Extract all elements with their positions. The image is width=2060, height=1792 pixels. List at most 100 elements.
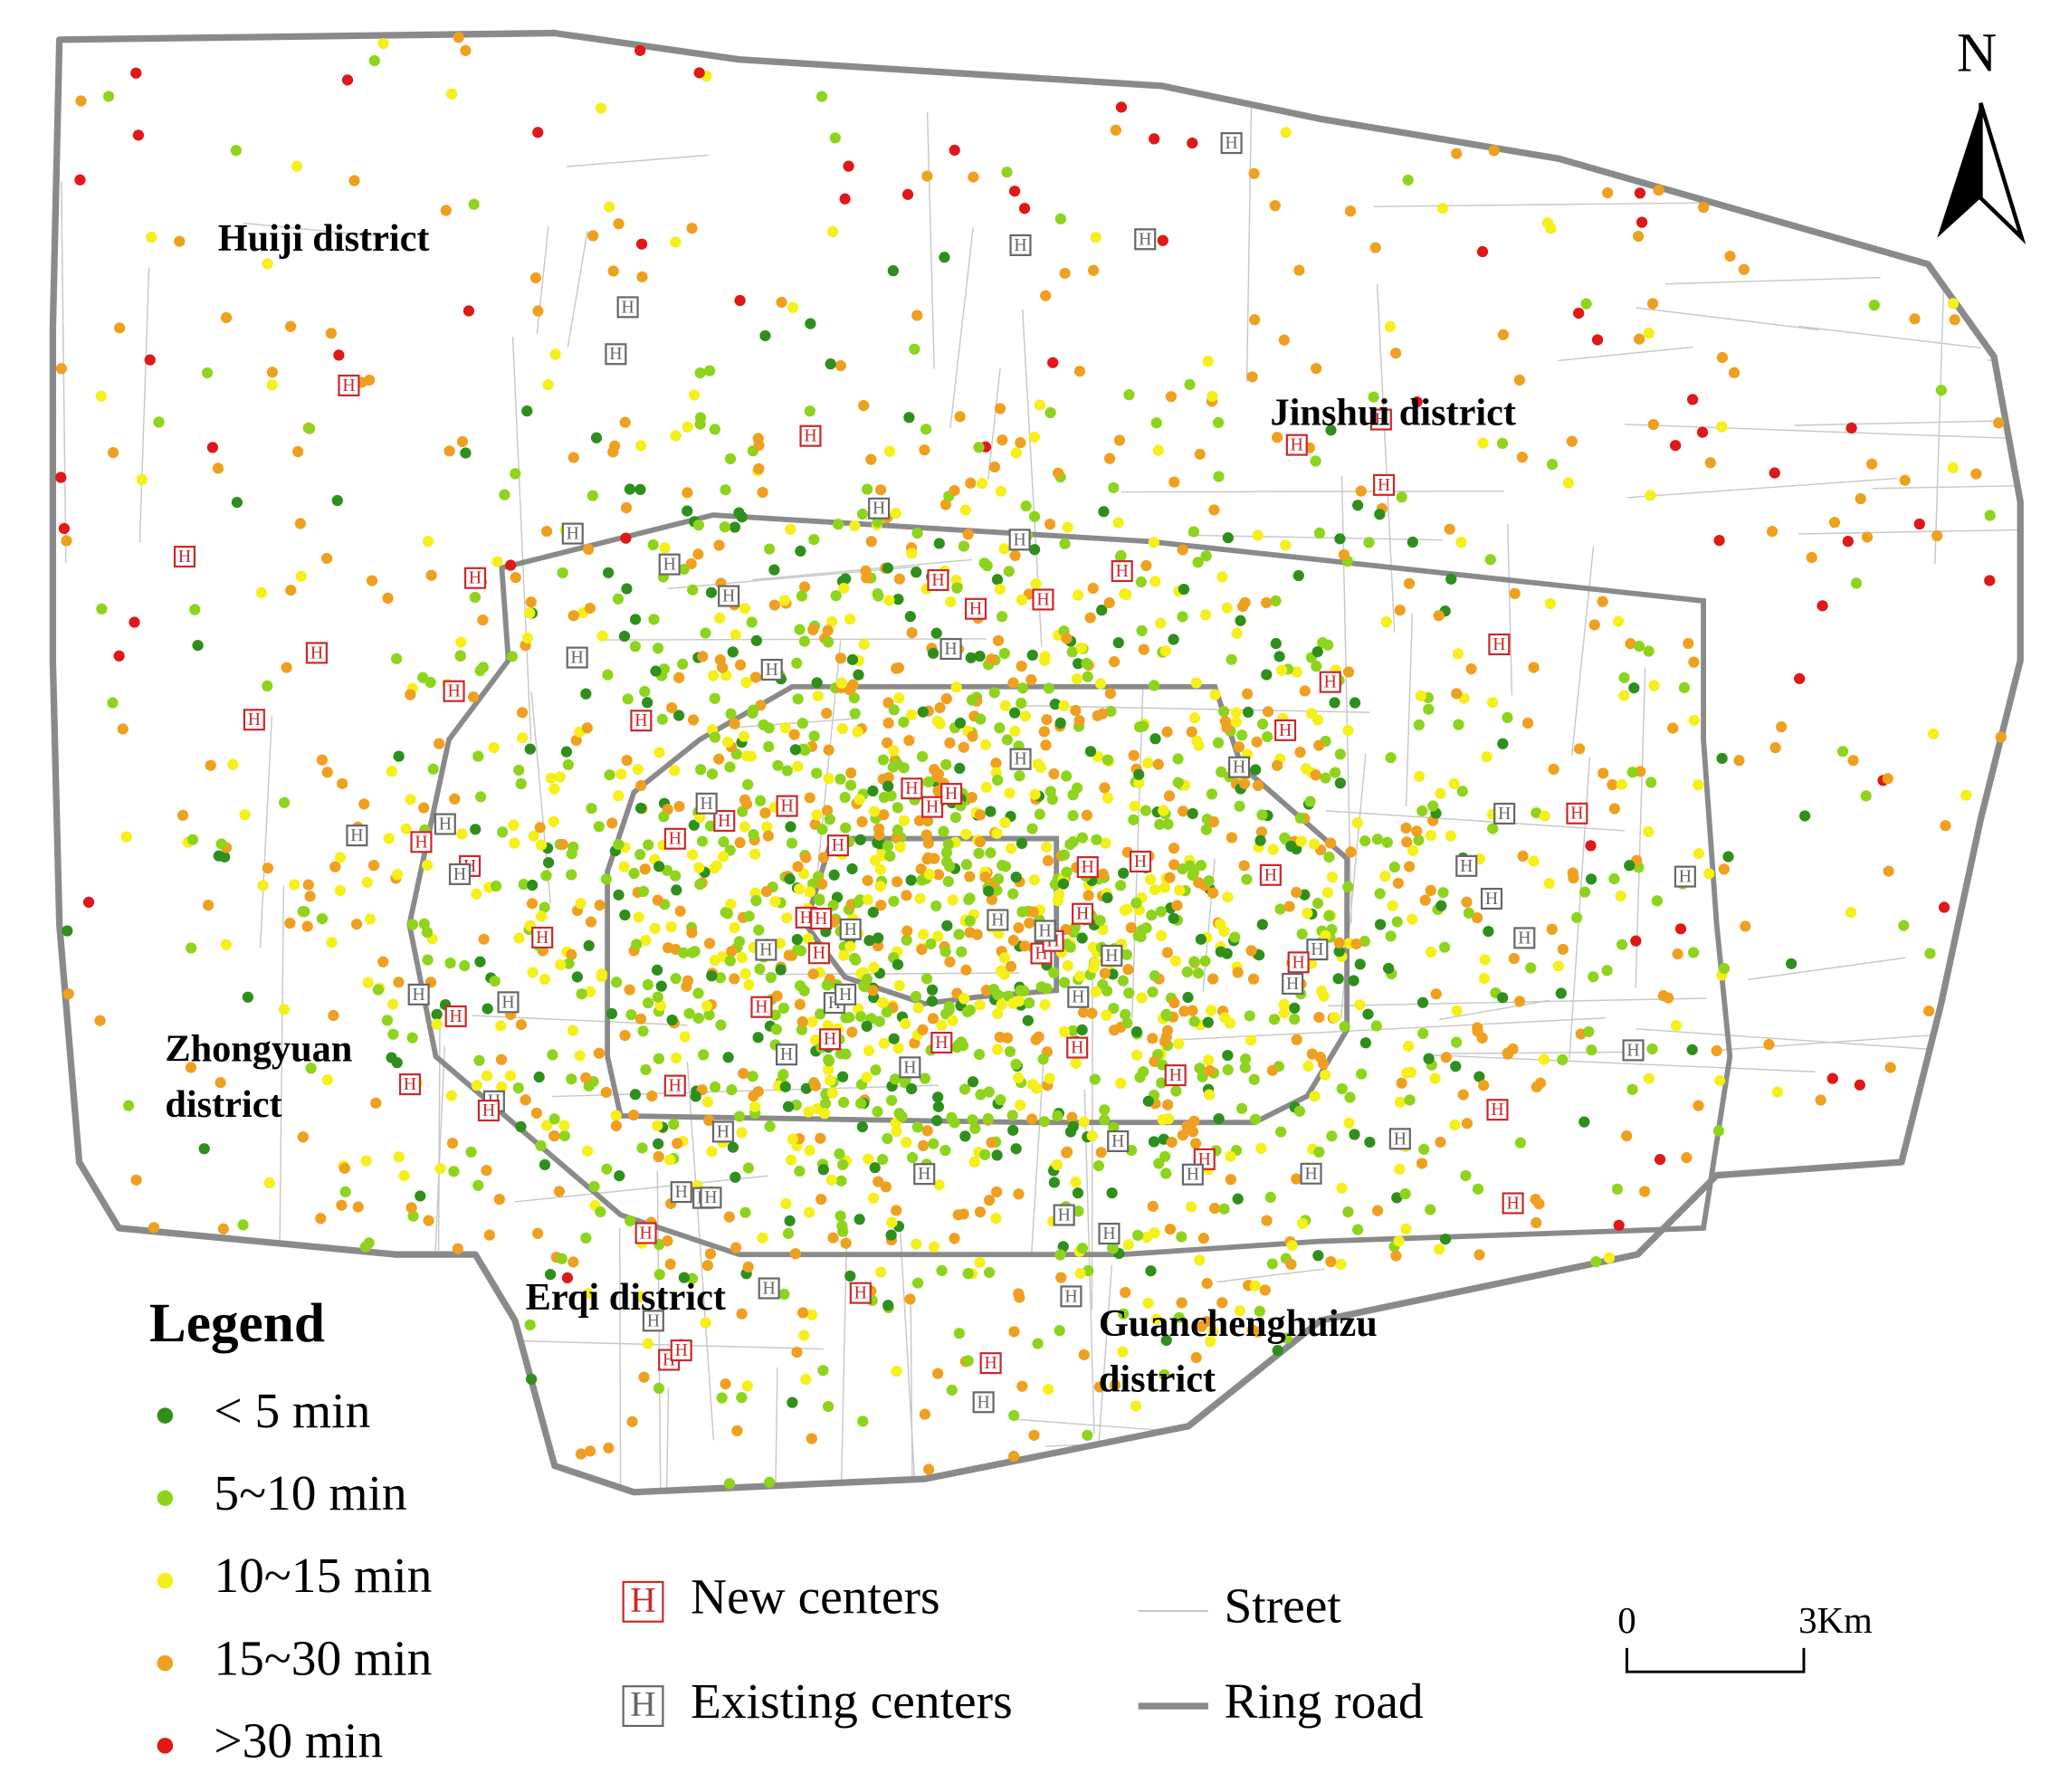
access-point xyxy=(823,744,834,756)
access-point xyxy=(834,1148,845,1160)
access-point xyxy=(1122,1239,1134,1251)
access-point xyxy=(1693,779,1704,791)
access-point xyxy=(907,1151,919,1164)
access-point xyxy=(339,1186,351,1197)
street xyxy=(1121,1441,1140,1492)
access-point xyxy=(709,692,720,704)
access-point xyxy=(724,955,736,967)
access-point xyxy=(696,835,709,847)
access-point xyxy=(1344,205,1357,217)
access-point xyxy=(944,737,956,749)
center-box xyxy=(1259,863,1282,886)
center-box xyxy=(605,343,627,366)
access-point xyxy=(1733,755,1745,767)
access-point xyxy=(1067,810,1079,822)
access-point xyxy=(835,1175,847,1187)
street xyxy=(511,336,532,742)
access-point xyxy=(1343,1117,1355,1129)
access-point xyxy=(1121,903,1133,916)
access-point xyxy=(1039,654,1051,666)
access-point xyxy=(1232,967,1244,978)
access-point xyxy=(922,837,934,849)
access-point xyxy=(1108,1025,1121,1036)
access-point xyxy=(1270,595,1282,607)
access-point xyxy=(431,1008,443,1020)
access-point xyxy=(888,745,900,757)
access-point xyxy=(604,201,615,213)
access-point xyxy=(1037,1053,1049,1065)
center-box xyxy=(566,646,588,669)
access-point xyxy=(1192,967,1205,979)
access-point xyxy=(850,954,862,966)
access-point xyxy=(765,971,777,984)
access-point xyxy=(1194,1254,1206,1266)
center-box xyxy=(1101,944,1123,967)
access-point xyxy=(549,348,561,360)
access-point xyxy=(1899,474,1911,486)
access-point xyxy=(1188,956,1200,967)
center-box xyxy=(750,996,773,1018)
access-point xyxy=(1291,1173,1302,1185)
access-point xyxy=(906,709,918,720)
access-point xyxy=(1528,662,1540,673)
street xyxy=(667,565,920,590)
access-point xyxy=(1092,1159,1104,1172)
access-point xyxy=(686,927,698,939)
access-point xyxy=(1573,743,1586,755)
access-point xyxy=(873,1015,885,1027)
access-point xyxy=(1149,576,1161,587)
access-point xyxy=(1016,697,1027,710)
street xyxy=(1798,527,2021,535)
access-point xyxy=(590,432,603,443)
access-point xyxy=(1120,1008,1131,1020)
access-point xyxy=(1157,234,1168,246)
access-point xyxy=(874,881,886,892)
access-point xyxy=(1653,185,1664,196)
access-point xyxy=(988,461,1001,473)
access-point xyxy=(1222,532,1234,544)
access-point xyxy=(619,1029,631,1042)
center-box xyxy=(1066,1036,1089,1059)
access-point xyxy=(940,758,952,770)
access-point xyxy=(606,1007,618,1020)
center-symbol: H xyxy=(248,710,261,729)
access-point xyxy=(731,1425,743,1437)
access-point xyxy=(775,964,787,976)
access-point xyxy=(544,1269,557,1281)
access-point xyxy=(1148,1136,1160,1148)
access-point xyxy=(637,885,650,898)
access-point xyxy=(917,1139,930,1152)
access-point xyxy=(631,939,643,950)
access-point xyxy=(1108,656,1121,668)
access-point xyxy=(991,827,1003,839)
access-point xyxy=(996,998,1007,1011)
access-point xyxy=(621,583,633,595)
access-point xyxy=(1133,777,1145,789)
access-point xyxy=(986,893,998,906)
access-point xyxy=(736,1308,748,1320)
access-point xyxy=(995,485,1007,497)
street xyxy=(987,367,1001,481)
access-point xyxy=(965,477,977,489)
access-point xyxy=(1349,1129,1360,1140)
center-symbol: H xyxy=(453,864,466,884)
access-point xyxy=(945,596,957,608)
access-point xyxy=(1073,970,1086,982)
access-point xyxy=(739,821,750,833)
access-point xyxy=(686,1273,699,1284)
access-point xyxy=(468,198,480,210)
access-point xyxy=(1216,1297,1228,1309)
access-point xyxy=(1461,896,1473,908)
access-point xyxy=(904,1293,916,1305)
access-point xyxy=(682,505,693,517)
access-point xyxy=(1145,1265,1157,1277)
access-point xyxy=(882,1300,894,1311)
access-point xyxy=(1015,437,1026,449)
center-symbol: H xyxy=(1518,928,1531,948)
center-box xyxy=(1034,920,1056,942)
access-point xyxy=(1070,704,1082,717)
access-point xyxy=(867,1192,880,1204)
access-point xyxy=(1411,825,1423,837)
access-point xyxy=(454,650,466,662)
access-point xyxy=(1403,1040,1415,1053)
